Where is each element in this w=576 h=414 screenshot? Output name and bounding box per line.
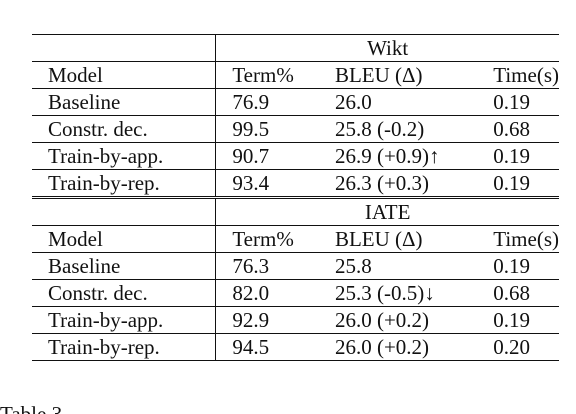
empty-header-cell [32,196,217,226]
time-cell: 0.20 [493,333,559,361]
bleu-cell: 26.3 (+0.3) [334,169,494,198]
time-cell: 0.68 [493,115,559,143]
empty-header-cell [32,34,217,62]
term-cell: 90.7 [215,142,335,170]
section-title-wikt: Wikt [215,34,559,62]
column-header-bleu: BLEU (Δ) [334,225,494,253]
table-caption: Table 3 [0,402,63,414]
term-cell: 76.9 [215,88,335,116]
model-cell: Train-by-app. [32,142,217,170]
column-header-model: Model [32,61,217,89]
time-cell: 0.68 [493,279,559,307]
bleu-cell: 26.9 (+0.9)↑ [334,142,494,170]
model-cell: Constr. dec. [32,279,217,307]
model-cell: Constr. dec. [32,115,217,143]
time-cell: 0.19 [493,252,559,280]
table-row: Train-by-app. 90.7 26.9 (+0.9)↑ 0.19 [32,142,559,170]
time-cell: 0.19 [493,306,559,334]
column-header-time: Time(s) [493,61,559,89]
bleu-cell: 26.0 [334,88,494,116]
time-cell: 0.19 [493,169,559,198]
term-cell: 99.5 [215,115,335,143]
table-row: Constr. dec. 82.0 25.3 (-0.5)↓ 0.68 [32,279,559,307]
section-title-iate: IATE [215,196,559,226]
table-row: Train-by-app. 92.9 26.0 (+0.2) 0.19 [32,306,559,334]
model-cell: Baseline [32,88,217,116]
time-cell: 0.19 [493,88,559,116]
column-header-model: Model [32,225,217,253]
column-header-row: Model Term% BLEU (Δ) Time(s) [32,61,559,89]
results-table: Wikt Model Term% BLEU (Δ) Time(s) Baseli… [32,34,559,361]
model-cell: Train-by-app. [32,306,217,334]
term-cell: 94.5 [215,333,335,361]
bleu-cell: 26.0 (+0.2) [334,333,494,361]
term-cell: 76.3 [215,252,335,280]
column-header-term: Term% [215,225,335,253]
term-cell: 92.9 [215,306,335,334]
model-cell: Train-by-rep. [32,333,217,361]
table-row: Train-by-rep. 93.4 26.3 (+0.3) 0.19 [32,169,559,198]
column-header-time: Time(s) [493,225,559,253]
bleu-cell: 25.8 (-0.2) [334,115,494,143]
term-cell: 82.0 [215,279,335,307]
bleu-cell: 25.8 [334,252,494,280]
section-header-row: IATE [32,196,559,226]
term-cell: 93.4 [215,169,335,198]
table-row: Train-by-rep. 94.5 26.0 (+0.2) 0.20 [32,333,559,361]
column-header-bleu: BLEU (Δ) [334,61,494,89]
time-cell: 0.19 [493,142,559,170]
table-row: Constr. dec. 99.5 25.8 (-0.2) 0.68 [32,115,559,143]
section-header-row: Wikt [32,34,559,62]
column-header-term: Term% [215,61,335,89]
table-row: Baseline 76.9 26.0 0.19 [32,88,559,116]
column-header-row: Model Term% BLEU (Δ) Time(s) [32,225,559,253]
model-cell: Train-by-rep. [32,169,217,198]
bleu-cell: 26.0 (+0.2) [334,306,494,334]
bleu-cell: 25.3 (-0.5)↓ [334,279,494,307]
table-row: Baseline 76.3 25.8 0.19 [32,252,559,280]
model-cell: Baseline [32,252,217,280]
